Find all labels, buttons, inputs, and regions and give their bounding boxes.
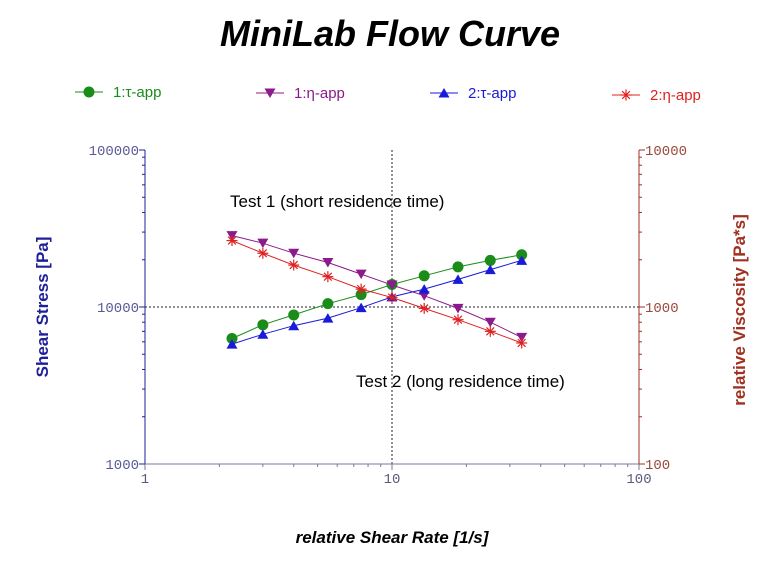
data-point	[355, 302, 367, 313]
data-point	[452, 314, 464, 326]
data-point	[386, 280, 398, 291]
data-point	[355, 269, 367, 280]
legend-marker	[438, 88, 450, 98]
data-point	[484, 317, 496, 328]
y-axis-label: Shear Stress [Pa]	[33, 237, 52, 378]
data-point	[516, 255, 528, 265]
data-point	[322, 298, 334, 310]
series-line	[231, 235, 522, 338]
data-point	[355, 283, 367, 295]
data-point	[226, 339, 238, 349]
data-series	[226, 231, 528, 349]
data-point	[484, 264, 496, 275]
y2-tick-label: 1000	[645, 301, 679, 317]
y-tick-label: 100000	[89, 144, 139, 160]
data-point	[257, 329, 269, 339]
legend-item-4: 2:η-app	[612, 87, 701, 104]
annotation-test2: Test 2 (long residence time)	[356, 372, 565, 391]
data-point	[418, 270, 430, 282]
x-tick-label: 10	[384, 472, 401, 488]
legend: 1:τ-app 1:η-app 2:τ-app 2:η-app	[75, 84, 701, 104]
data-point	[288, 320, 300, 331]
legend-marker	[83, 86, 95, 98]
series-line	[231, 259, 522, 345]
series-line	[231, 254, 522, 339]
y2-tick-label: 100	[645, 458, 670, 474]
data-point	[257, 247, 269, 259]
legend-item-1: 1:τ-app	[75, 84, 161, 101]
data-point	[418, 284, 430, 294]
data-point	[386, 291, 398, 303]
legend-label: 2:τ-app	[468, 85, 516, 102]
x-tick-label: 1	[141, 472, 149, 488]
data-point	[322, 258, 334, 268]
annotation-test1: Test 1 (short residence time)	[230, 192, 444, 211]
data-point	[484, 325, 496, 337]
data-point	[322, 271, 334, 283]
tick-labels: 1 10 100 1000 10000 100000 100 1000 10000	[89, 144, 687, 488]
data-point	[452, 274, 464, 284]
legend-marker	[264, 88, 276, 98]
legend-label: 1:η-app	[294, 85, 345, 102]
axes	[139, 149, 645, 470]
reference-lines	[145, 150, 639, 464]
x-axis-label: relative Shear Rate [1/s]	[296, 528, 490, 547]
data-point	[516, 337, 528, 349]
series-line	[231, 240, 522, 344]
series-4	[226, 235, 528, 349]
chart-title: MiniLab Flow Curve	[220, 13, 560, 54]
series-1	[226, 249, 528, 345]
data-point	[484, 254, 496, 266]
y2-axis-label: relative Viscosity [Pa*s]	[730, 214, 749, 406]
data-point	[322, 313, 334, 323]
data-point	[452, 261, 464, 273]
legend-label: 1:τ-app	[113, 84, 161, 101]
legend-item-3: 2:τ-app	[430, 85, 516, 102]
y-tick-label: 1000	[105, 458, 139, 474]
data-point	[418, 302, 430, 314]
data-point	[257, 238, 269, 249]
data-point	[288, 248, 300, 259]
data-point	[288, 309, 300, 321]
data-point	[257, 319, 269, 331]
y-tick-label: 10000	[97, 301, 139, 317]
data-point	[452, 303, 464, 314]
data-point	[288, 259, 300, 271]
legend-label: 2:η-app	[650, 87, 701, 104]
legend-marker	[620, 89, 632, 101]
series-3	[226, 255, 528, 349]
series-2	[226, 231, 528, 343]
y2-tick-label: 10000	[645, 144, 687, 160]
data-point	[226, 235, 238, 247]
x-tick-label: 100	[626, 472, 651, 488]
legend-item-2: 1:η-app	[256, 85, 345, 102]
